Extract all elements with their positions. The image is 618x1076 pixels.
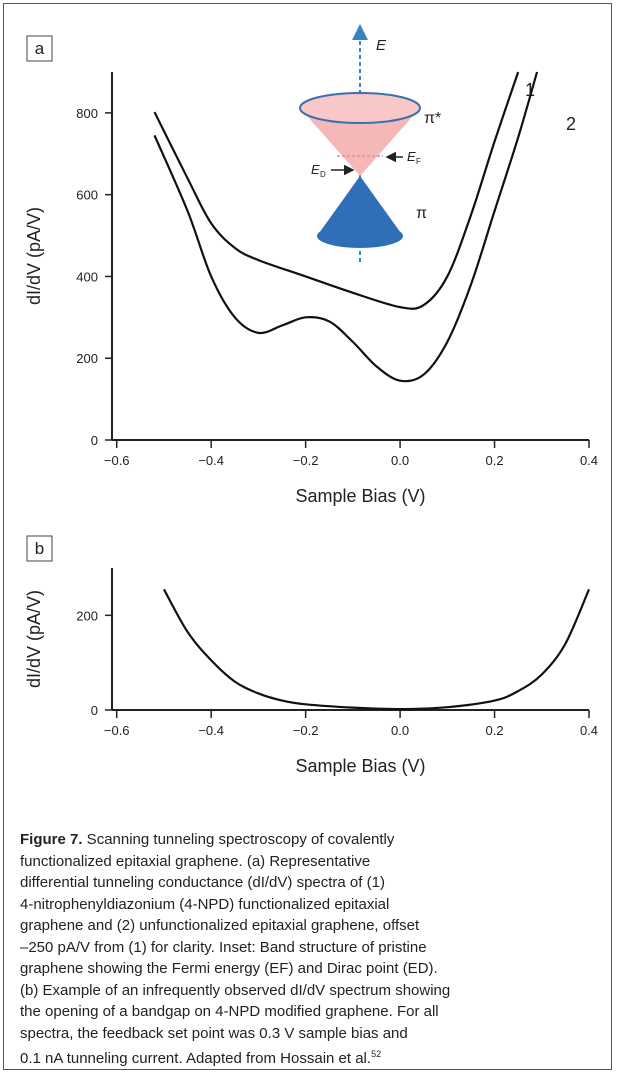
x-tick-label: 0.4 xyxy=(580,453,598,468)
y-tick-label: 200 xyxy=(76,608,98,623)
lower-cone-base xyxy=(317,224,403,248)
caption-text: functionalized epitaxial graphene. (a) R… xyxy=(20,852,371,870)
y-tick-label: 200 xyxy=(76,351,98,366)
caption-line: graphene showing the Fermi energy (EF) a… xyxy=(20,958,450,980)
energy-label: E xyxy=(376,37,387,54)
caption: Figure 7. Scanning tunneling spectroscop… xyxy=(20,829,450,1070)
upper-cone-top xyxy=(299,92,421,124)
x-tick-label: −0.2 xyxy=(293,723,319,738)
caption-line: –250 pA/V from (1) for clarity. Inset: B… xyxy=(20,937,450,959)
caption-line: functionalized epitaxial graphene. (a) R… xyxy=(20,851,450,873)
fermi-sub: F xyxy=(416,157,421,166)
x-tick-label: 0.2 xyxy=(486,453,504,468)
caption-text: graphene showing the Fermi energy (EF) a… xyxy=(20,960,438,977)
x-tick-label: −0.6 xyxy=(104,723,130,738)
caption-line: graphene and (2) unfunctionalized epitax… xyxy=(20,915,450,937)
caption-ref: 52 xyxy=(371,1049,382,1059)
x-tick-label: 0.2 xyxy=(486,723,504,738)
x-tick-label: 0.0 xyxy=(391,723,409,738)
data-line xyxy=(162,588,591,711)
y-tick-label: 800 xyxy=(76,106,98,121)
y-tick-label: 600 xyxy=(76,188,98,203)
lower-cone xyxy=(317,176,403,236)
x-tick-label: −0.4 xyxy=(198,453,224,468)
caption-text: –250 pA/V from (1) for clarity. Inset: B… xyxy=(20,938,427,956)
caption-line: Figure 7. Scanning tunneling spectroscop… xyxy=(20,829,450,851)
x-tick-label: −0.4 xyxy=(198,723,224,738)
y-tick-label: 0 xyxy=(91,703,98,718)
dirac-label: E xyxy=(311,162,320,177)
figure-border xyxy=(3,3,612,1070)
y-axis-label: dI/dV (pA/V) xyxy=(24,207,44,305)
series-label: 2 xyxy=(566,114,576,134)
data-line xyxy=(153,71,539,383)
y-tick-label: 0 xyxy=(91,433,98,448)
upper-cone xyxy=(300,108,420,176)
inset: E π* π E F E D xyxy=(299,24,441,262)
caption-line: spectra, the feedback set point was 0.3 … xyxy=(20,1023,450,1045)
caption-text: Scanning tunneling spectroscopy of coval… xyxy=(82,831,395,848)
caption-text: 0.1 nA tunneling current. Adapted from H… xyxy=(20,1050,372,1067)
data-line xyxy=(153,71,520,310)
caption-text: spectra, the feedback set point was 0.3 … xyxy=(20,1024,408,1042)
panel-box xyxy=(26,535,53,562)
x-tick-label: −0.2 xyxy=(293,453,319,468)
x-tick-label: 0.0 xyxy=(391,453,409,468)
caption-text: the opening of a bandgap on 4-NPD modifi… xyxy=(20,1003,439,1020)
lower-band-label: π xyxy=(416,205,427,222)
dirac-sub: D xyxy=(320,170,326,179)
y-tick-label: 400 xyxy=(76,269,98,284)
caption-text: (b) Example of an infrequently observed … xyxy=(20,981,451,999)
panel-box xyxy=(26,35,53,62)
x-axis-label: Sample Bias (V) xyxy=(295,756,425,776)
caption-text: differential tunneling conductance (dI/d… xyxy=(20,874,385,891)
upper-band-label: π* xyxy=(424,110,441,127)
fermi-label: E xyxy=(407,149,416,164)
x-tick-label: 0.4 xyxy=(580,723,598,738)
caption-text: 4-nitrophenyldiazonium (4-NPD) functiona… xyxy=(20,895,390,913)
caption-line: 4-nitrophenyldiazonium (4-NPD) functiona… xyxy=(20,894,450,916)
series-label: 1 xyxy=(525,80,535,100)
caption-line: differential tunneling conductance (dI/d… xyxy=(20,872,450,894)
caption-text: graphene and (2) unfunctionalized epitax… xyxy=(20,917,420,934)
caption-line: (b) Example of an infrequently observed … xyxy=(20,980,450,1002)
x-tick-label: −0.6 xyxy=(104,453,130,468)
x-axis-label: Sample Bias (V) xyxy=(295,486,425,506)
caption-line: the opening of a bandgap on 4-NPD modifi… xyxy=(20,1001,450,1023)
panel-label: a xyxy=(35,39,45,58)
panel-label: b xyxy=(35,539,44,558)
caption-line: 0.1 nA tunneling current. Adapted from H… xyxy=(20,1044,450,1070)
y-axis-label: dI/dV (pA/V) xyxy=(24,590,44,688)
caption-label: Figure 7. xyxy=(20,831,83,848)
